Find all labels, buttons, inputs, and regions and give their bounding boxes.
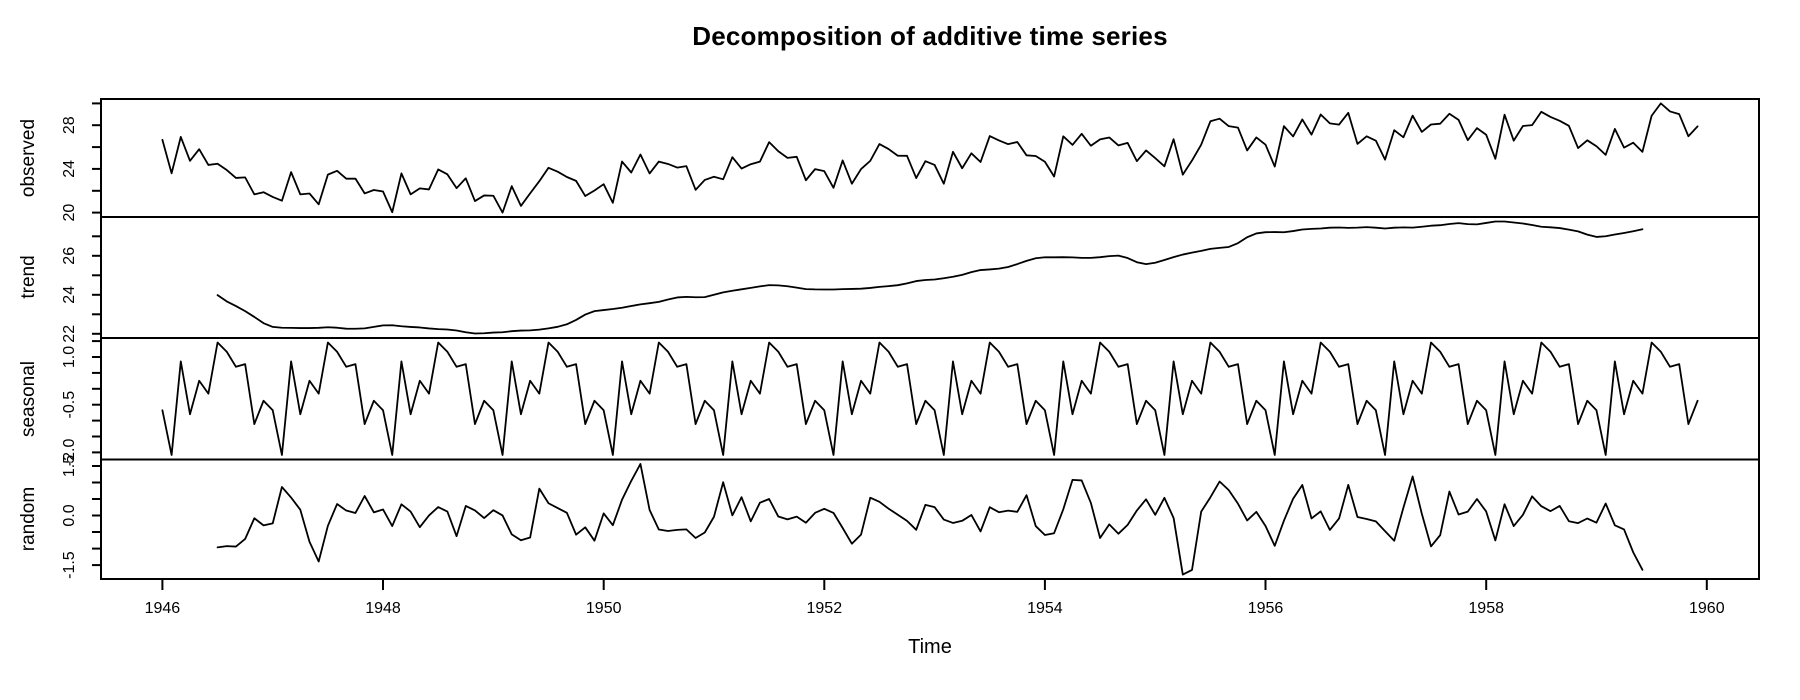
panel-border-trend xyxy=(100,216,1760,339)
y-tick-label: 1.0 xyxy=(61,346,78,368)
panel-seasonal: -2.0 -0.5 1.0 xyxy=(61,337,1760,467)
x-tick-label: 1946 xyxy=(145,600,181,617)
x-tick-label: 1954 xyxy=(1027,600,1063,617)
panel-border-random xyxy=(100,458,1760,580)
x-tick-label: 1960 xyxy=(1689,600,1725,617)
x-tick-label: 1952 xyxy=(807,600,843,617)
y-tick-label: 28 xyxy=(61,116,78,134)
panel-trend: 22 24 26 xyxy=(61,216,1760,343)
panel-observed: 20 24 28 xyxy=(61,98,1760,222)
y-tick-label: -0.5 xyxy=(61,391,78,419)
x-axis-title: Time xyxy=(908,636,952,658)
y-tick-label: 24 xyxy=(61,160,78,178)
x-tick-label: 1948 xyxy=(365,600,401,617)
y-tick-label: 20 xyxy=(61,204,78,222)
seasonal-series-line xyxy=(161,341,1699,456)
random-series-line xyxy=(216,463,1644,576)
y-tick-label: -1.5 xyxy=(61,551,78,579)
chart-title: Decomposition of additive time series xyxy=(692,21,1168,51)
y-tick-label: 22 xyxy=(61,325,78,343)
x-tick-label: 1956 xyxy=(1248,600,1284,617)
panel-border-observed xyxy=(100,98,1760,218)
y-tick-label: 1.5 xyxy=(61,455,78,477)
y-tick-label: -2.0 xyxy=(61,439,78,467)
trend-series-line xyxy=(216,220,1644,335)
x-tick-label: 1958 xyxy=(1468,600,1504,617)
y-tick-label: 24 xyxy=(61,286,78,304)
observed-series-line xyxy=(161,102,1699,214)
y-tick-label: 0.0 xyxy=(61,504,78,526)
x-axis: 1946 1948 1950 1952 1954 1956 1958 1960 xyxy=(145,579,1725,617)
panel-random: -1.5 0.0 1.5 xyxy=(61,455,1760,580)
y-tick-label: 26 xyxy=(61,247,78,265)
x-tick-label: 1950 xyxy=(586,600,622,617)
